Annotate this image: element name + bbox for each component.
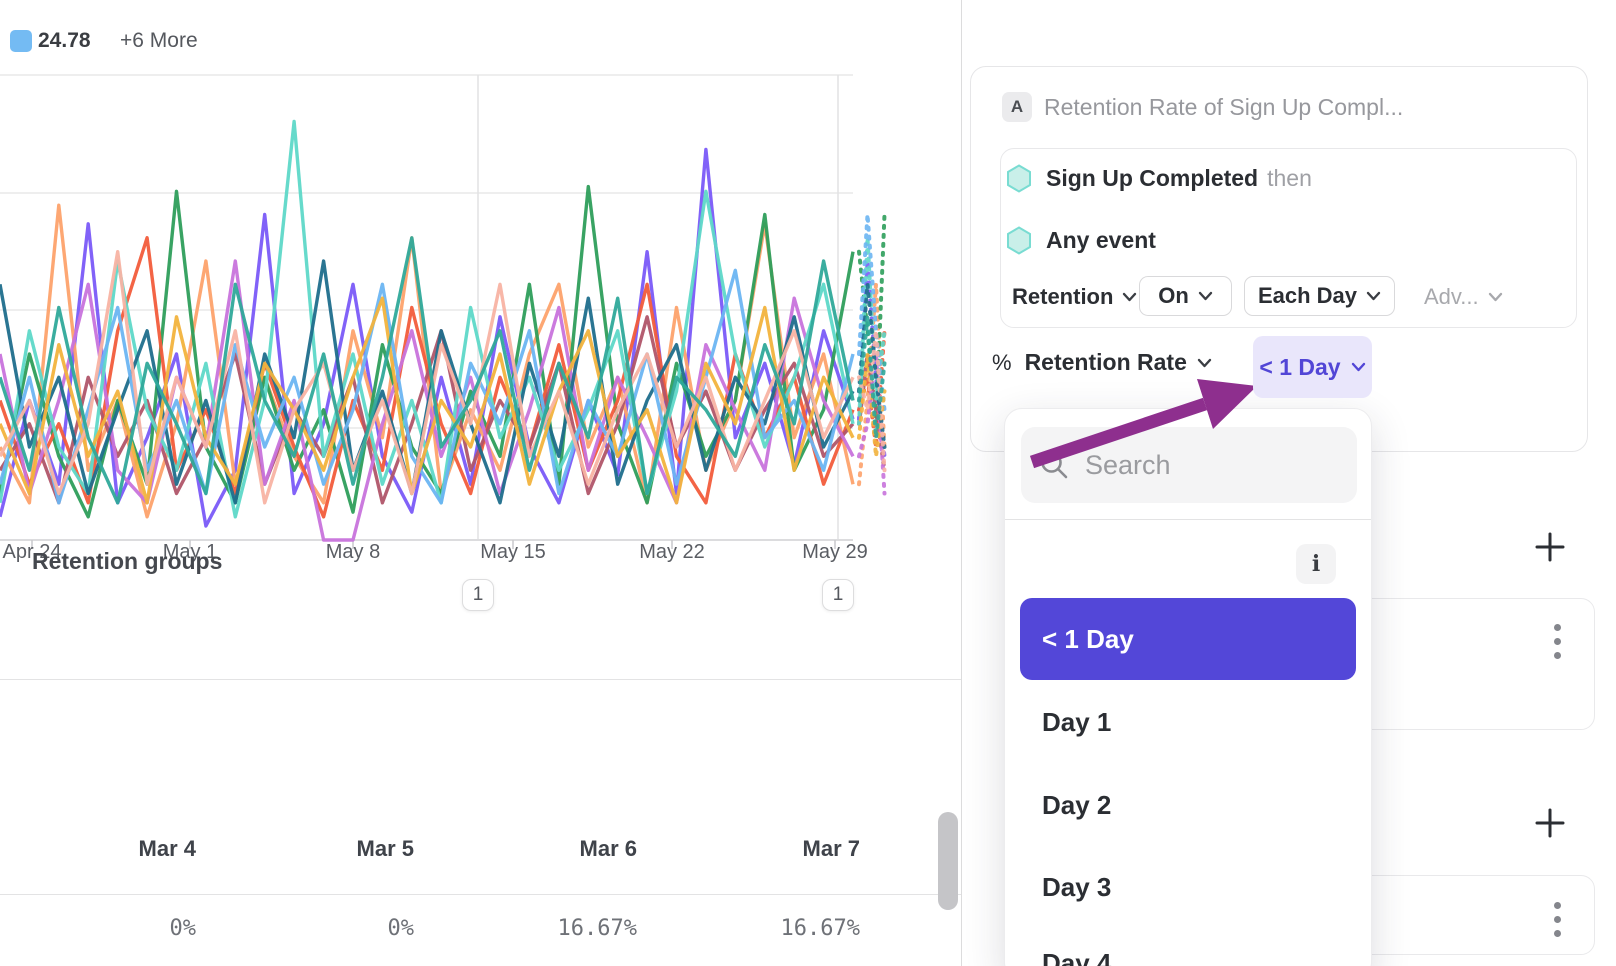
- add-module-button[interactable]: [1532, 529, 1568, 565]
- event-row-return[interactable]: Any event: [1006, 225, 1165, 255]
- dropdown-item-day-3[interactable]: Day 3: [1042, 872, 1112, 902]
- dropdown-item-day-1[interactable]: Day 1: [1042, 707, 1112, 737]
- dropdown-item-day-2[interactable]: Day 2: [1042, 790, 1112, 820]
- annotation-marker-badge[interactable]: 1: [462, 579, 494, 611]
- measured-as-dropdown[interactable]: % Retention Rate: [992, 349, 1212, 376]
- table-column-header: Mar 7: [802, 836, 860, 861]
- chevron-down-icon: [1351, 362, 1365, 372]
- panel-divider: [961, 0, 962, 966]
- legend-series-label[interactable]: 24.78: [38, 29, 91, 52]
- add-segment-button[interactable]: [1532, 805, 1568, 841]
- plus-icon: [1535, 532, 1565, 562]
- x-axis-label: May 29: [802, 541, 868, 563]
- table-column-header: Mar 4: [138, 836, 196, 861]
- dropdown-divider: [1005, 519, 1371, 520]
- chevron-down-icon: [1123, 292, 1137, 302]
- on-dropdown-button[interactable]: On: [1139, 276, 1232, 316]
- event-suffix: then: [1267, 164, 1312, 191]
- table-column-header: Mar 6: [579, 836, 637, 861]
- event-name: Sign Up Completed: [1046, 164, 1259, 191]
- module-letter-badge: A: [1002, 92, 1032, 122]
- section-divider: [0, 679, 962, 680]
- search-icon: [1041, 452, 1068, 479]
- dropdown-section-label: Retention groups: [32, 548, 223, 574]
- dropdown-item-lt-1-day[interactable]: < 1 Day: [1020, 598, 1356, 680]
- event-hexagon-icon: [1007, 163, 1031, 193]
- x-axis-label: May 15: [480, 541, 546, 563]
- x-axis-label: Apr 24: [2, 541, 62, 563]
- retention-line-chart[interactable]: [0, 0, 962, 625]
- table-cell-value: 0%: [387, 916, 415, 941]
- annotation-marker-badge[interactable]: 1: [822, 579, 854, 611]
- table-cell-value: 16.67%: [557, 916, 637, 941]
- table-header-divider: [0, 894, 962, 895]
- module-title[interactable]: Retention Rate of Sign Up Compl...: [1044, 94, 1404, 120]
- legend-more-button[interactable]: +6 More: [120, 29, 198, 52]
- x-axis-label: May 1: [162, 541, 218, 563]
- interval-dropdown-button[interactable]: Each Day: [1244, 276, 1395, 316]
- retention-group-selector[interactable]: < 1 Day: [1253, 336, 1372, 398]
- dropdown-search-field[interactable]: [1021, 427, 1357, 503]
- event-name: Any event: [1046, 226, 1156, 253]
- legend-series-swatch: [10, 30, 32, 52]
- more-options-button[interactable]: [1543, 895, 1571, 943]
- chevron-down-icon: [1488, 292, 1502, 302]
- info-icon[interactable]: i: [1296, 544, 1336, 584]
- chevron-down-icon: [1197, 358, 1212, 367]
- event-hexagon-icon: [1007, 225, 1031, 255]
- chevron-down-icon: [1198, 291, 1212, 301]
- x-axis-label: May 8: [325, 541, 381, 563]
- search-input[interactable]: [1085, 449, 1325, 481]
- vertical-scrollbar-thumb[interactable]: [938, 812, 958, 910]
- retention-type-dropdown[interactable]: Retention: [1012, 284, 1137, 310]
- table-cell-value: 0%: [169, 916, 197, 941]
- event-row-first[interactable]: Sign Up Completed then: [1006, 163, 1312, 193]
- percent-icon: %: [992, 349, 1012, 375]
- advanced-dropdown[interactable]: Adv...: [1424, 284, 1503, 310]
- more-options-button[interactable]: [1543, 617, 1571, 665]
- dropdown-item-day-4[interactable]: Day 4: [1042, 948, 1112, 966]
- retention-group-dropdown-menu: [1004, 408, 1372, 966]
- table-column-header: Mar 5: [356, 836, 414, 861]
- chevron-down-icon: [1366, 291, 1381, 301]
- plus-icon: [1535, 808, 1565, 838]
- table-cell-value: 16.67%: [780, 916, 860, 941]
- x-axis-label: May 22: [639, 541, 705, 563]
